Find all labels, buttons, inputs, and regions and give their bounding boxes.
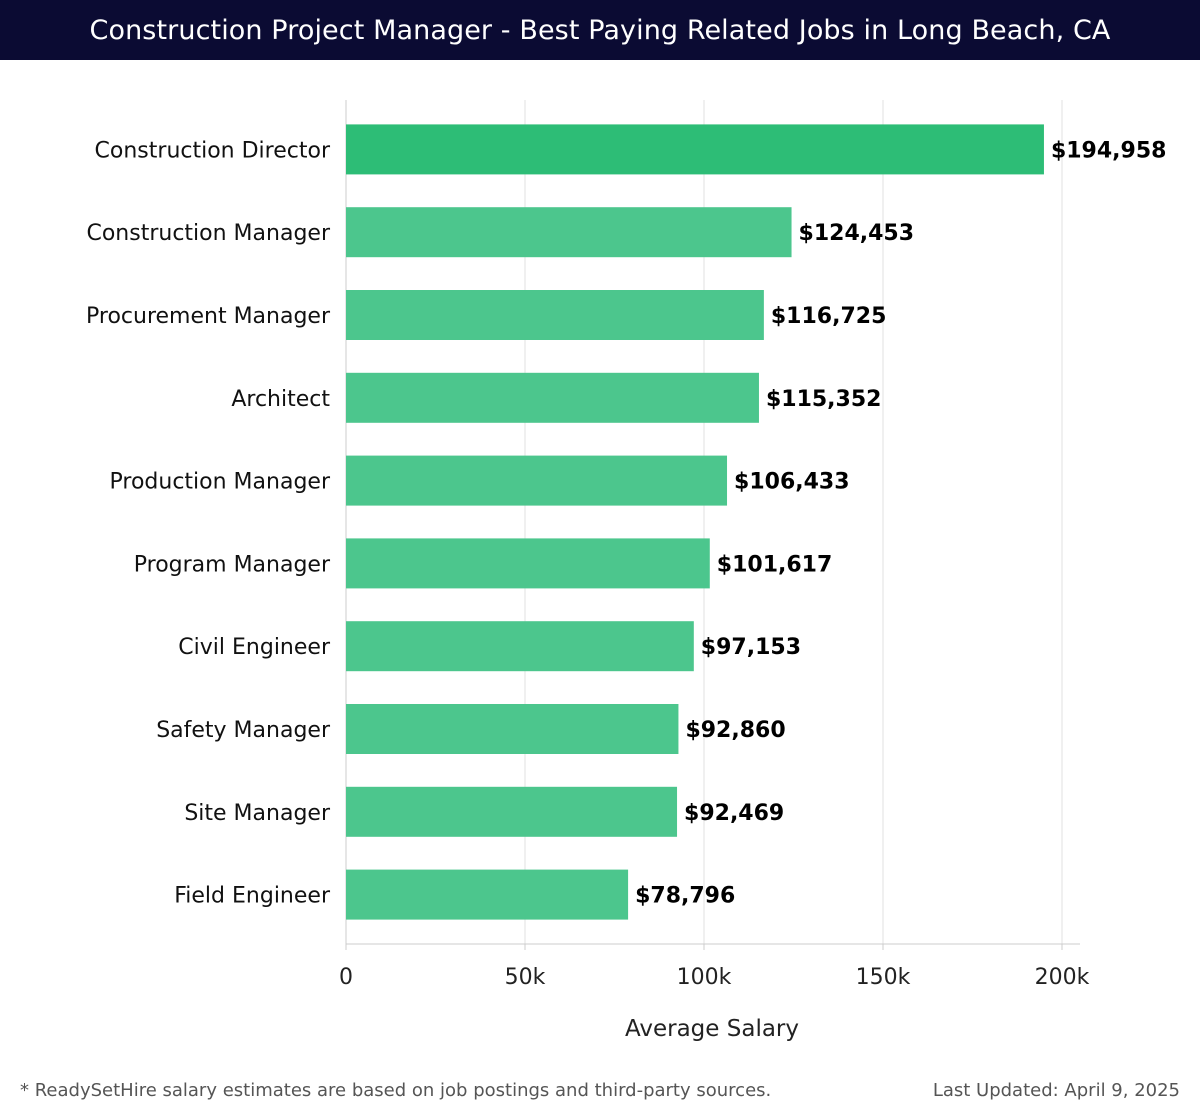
category-label: Safety Manager bbox=[156, 718, 331, 743]
bar bbox=[346, 290, 764, 340]
bars bbox=[346, 124, 1044, 920]
bar bbox=[346, 704, 679, 754]
bar bbox=[346, 786, 678, 837]
value-label: $92,860 bbox=[685, 718, 785, 743]
x-tick-label: 0 bbox=[339, 965, 353, 990]
category-label: Civil Engineer bbox=[178, 635, 331, 660]
bar bbox=[346, 372, 759, 423]
chart-header: Construction Project Manager - Best Payi… bbox=[0, 0, 1200, 60]
category-label: Site Manager bbox=[184, 801, 331, 826]
category-label: Production Manager bbox=[110, 470, 331, 495]
bar bbox=[346, 207, 792, 258]
chart-title: Construction Project Manager - Best Payi… bbox=[89, 14, 1111, 46]
x-tick-label: 200k bbox=[1035, 965, 1090, 990]
value-label: $106,433 bbox=[734, 470, 850, 495]
category-label: Procurement Manager bbox=[86, 304, 331, 329]
footer-note: * ReadySetHire salary estimates are base… bbox=[20, 1080, 772, 1101]
category-label: Program Manager bbox=[134, 552, 331, 577]
bar bbox=[346, 621, 694, 672]
category-label: Architect bbox=[231, 387, 330, 412]
bar bbox=[346, 869, 629, 920]
x-tick-label: 100k bbox=[677, 965, 732, 990]
value-label: $92,469 bbox=[684, 801, 784, 826]
labels: 0 50k 100k 150k 200k Construction Director $19… bbox=[86, 138, 1166, 990]
value-label: $124,453 bbox=[799, 221, 915, 246]
category-label: Construction Director bbox=[95, 138, 331, 163]
value-label: $97,153 bbox=[701, 635, 801, 660]
bar bbox=[346, 124, 1044, 175]
bar bbox=[346, 538, 710, 589]
last-updated: Last Updated: April 9, 2025 bbox=[932, 1080, 1180, 1101]
x-tick-label: 50k bbox=[505, 965, 546, 990]
value-label: $101,617 bbox=[717, 552, 833, 577]
x-axis-label: Average Salary bbox=[625, 1016, 799, 1042]
value-label: $194,958 bbox=[1051, 138, 1167, 163]
bar bbox=[346, 455, 728, 506]
category-label: Construction Manager bbox=[86, 221, 330, 246]
category-label: Field Engineer bbox=[174, 884, 331, 909]
value-label: $116,725 bbox=[771, 304, 887, 329]
x-tick-label: 150k bbox=[856, 965, 911, 990]
value-label: $78,796 bbox=[635, 884, 735, 909]
value-label: $115,352 bbox=[766, 387, 882, 412]
